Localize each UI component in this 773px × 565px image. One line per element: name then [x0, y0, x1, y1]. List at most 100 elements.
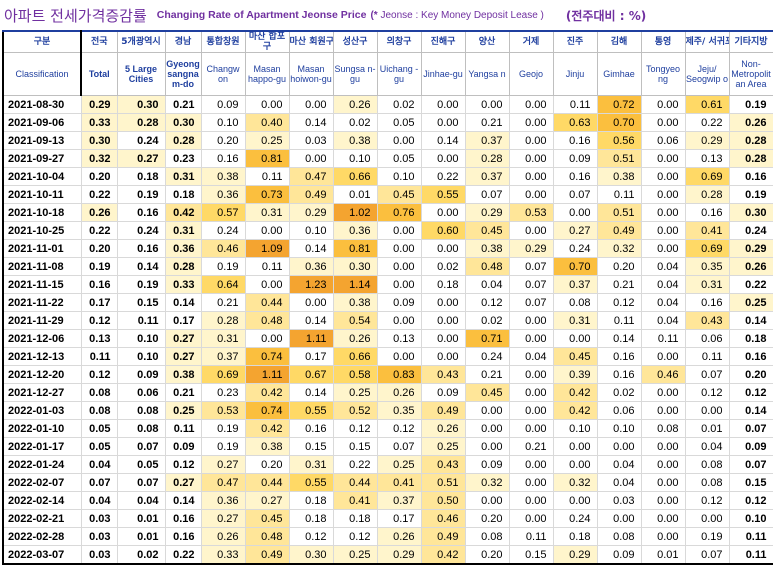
table-cell: 0.07: [376, 437, 422, 456]
table-cell: 1.02: [332, 203, 378, 222]
table-cell: 0.42: [420, 545, 466, 565]
header-ko-13: 김해: [596, 30, 642, 53]
table-cell: 0.04: [684, 437, 730, 456]
row-date: 2021-12-06: [2, 329, 82, 348]
table-cell: 0.00: [508, 401, 554, 420]
table-cell: 0.31: [164, 221, 202, 240]
table-cell: 0.25: [728, 293, 773, 312]
table-row: 2021-10-18 0.26 0.16 0.42 0.57 0.31 0.29 1.02 0.…: [2, 203, 773, 222]
table-cell: 0.25: [332, 545, 378, 565]
table-cell: 0.00: [464, 95, 510, 114]
row-date: 2022-02-21: [2, 509, 82, 528]
table-cell: 0.55: [420, 185, 466, 204]
table-cell: 0.24: [464, 347, 510, 366]
table-cell: 0.33: [164, 275, 202, 294]
table-cell: 0.00: [420, 347, 466, 366]
table-cell: 0.00: [640, 347, 686, 366]
table-cell: 0.22: [420, 167, 466, 186]
table-cell: 0.00: [508, 455, 554, 474]
table-cell: 0.74: [244, 401, 290, 420]
table-cell: 1.14: [332, 275, 378, 294]
table-cell: 0.11: [244, 257, 290, 276]
table-cell: 0.00: [376, 221, 422, 240]
table-row: 2021-11-15 0.16 0.19 0.33 0.64 0.00 1.23 1.14 0.…: [2, 275, 773, 294]
table-cell: 0.00: [244, 95, 290, 114]
table-cell: 0.38: [332, 131, 378, 150]
table-cell: 0.41: [376, 473, 422, 492]
row-date: 2021-12-20: [2, 365, 82, 384]
table-cell: 0.25: [376, 455, 422, 474]
table-cell: 0.06: [116, 383, 166, 402]
table-cell: 0.12: [728, 383, 773, 402]
table-cell: 0.00: [508, 311, 554, 330]
row-date: 2022-01-10: [2, 419, 82, 438]
table-cell: 0.16: [116, 203, 166, 222]
table-cell: 0.16: [164, 527, 202, 546]
table-cell: 0.05: [116, 455, 166, 474]
row-date: 2021-09-06: [2, 113, 82, 132]
header-en-11: Geojo: [508, 52, 554, 96]
table-cell: 0.05: [376, 113, 422, 132]
table-cell: 0.11: [164, 419, 202, 438]
table-cell: 0.11: [552, 95, 598, 114]
table-cell: 0.45: [376, 185, 422, 204]
table-cell: 0.22: [80, 221, 118, 240]
table-cell: 0.02: [332, 113, 378, 132]
table-cell: 0.28: [684, 185, 730, 204]
table-cell: 0.20: [464, 545, 510, 565]
table-cell: 0.00: [464, 437, 510, 456]
table-cell: 0.20: [80, 167, 118, 186]
table-cell: 0.31: [552, 311, 598, 330]
table-cell: 0.36: [332, 221, 378, 240]
table-cell: 0.30: [116, 95, 166, 114]
row-date: 2021-11-01: [2, 239, 82, 258]
table-cell: 0.17: [376, 509, 422, 528]
table-cell: 0.10: [332, 149, 378, 168]
table-row: 2021-11-22 0.17 0.15 0.14 0.21 0.44 0.00 0.38 0.…: [2, 293, 773, 312]
table-cell: 0.72: [596, 95, 642, 114]
table-cell: 0.19: [80, 257, 118, 276]
table-cell: 0.28: [200, 311, 246, 330]
table-cell: 0.28: [728, 131, 773, 150]
table-cell: 0.09: [116, 365, 166, 384]
table-cell: 0.43: [684, 311, 730, 330]
table-cell: 0.23: [200, 383, 246, 402]
header-en-2: 5 Large Cities: [116, 52, 166, 96]
header-ko-12: 진주: [552, 30, 598, 53]
table-cell: 0.16: [596, 365, 642, 384]
table-cell: 0.00: [288, 149, 334, 168]
table-cell: 0.15: [508, 545, 554, 565]
table-cell: 0.01: [684, 419, 730, 438]
table-cell: 0.00: [420, 95, 466, 114]
table-cell: 0.04: [640, 311, 686, 330]
table-cell: 0.70: [596, 113, 642, 132]
table-cell: 0.21: [464, 365, 510, 384]
title-english: Changing Rate of Apartment Jeonse Price: [156, 9, 367, 21]
table-cell: 0.18: [332, 509, 378, 528]
row-date: 2021-11-08: [2, 257, 82, 276]
table-cell: 0.00: [640, 221, 686, 240]
table-row: 2022-01-17 0.05 0.07 0.09 0.19 0.38 0.15 0.15 0.…: [2, 437, 773, 456]
table-cell: 0.40: [244, 113, 290, 132]
table-cell: 0.36: [164, 239, 202, 258]
table-cell: 0.35: [376, 401, 422, 420]
header-ko-1: 전국: [80, 30, 118, 53]
table-cell: 0.00: [420, 149, 466, 168]
table-cell: 0.36: [288, 257, 334, 276]
table-cell: 0.32: [80, 149, 118, 168]
table-row: 2021-12-13 0.11 0.10 0.27 0.37 0.74 0.17 0.66 0.…: [2, 347, 773, 366]
table-cell: 0.05: [80, 437, 118, 456]
table-cell: 0.31: [288, 455, 334, 474]
table-cell: 0.00: [376, 275, 422, 294]
table-cell: 0.08: [640, 419, 686, 438]
table-cell: 0.12: [288, 527, 334, 546]
table-cell: 0.10: [116, 329, 166, 348]
table-row: 2021-09-06 0.33 0.28 0.30 0.10 0.40 0.14 0.02 0.…: [2, 113, 773, 132]
table-cell: 0.00: [464, 401, 510, 420]
table-cell: 0.17: [80, 293, 118, 312]
table-cell: 0.00: [508, 167, 554, 186]
table-cell: 0.00: [508, 329, 554, 348]
table-cell: 0.27: [164, 473, 202, 492]
table-cell: 0.00: [420, 311, 466, 330]
table-cell: 0.16: [728, 167, 773, 186]
